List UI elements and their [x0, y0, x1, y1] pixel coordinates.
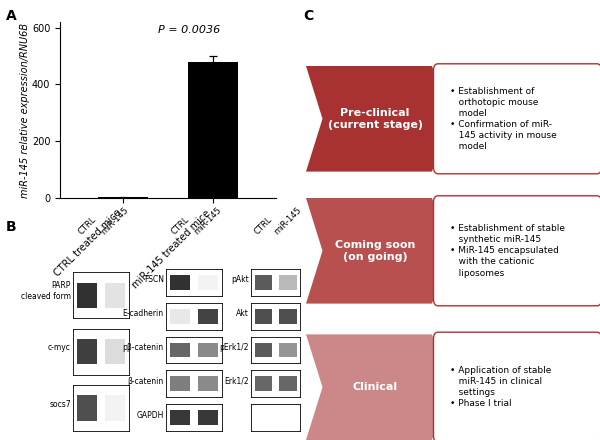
Text: • Establishment of stable
   synthetic miR-145
• MiR-145 encapsulated
   with th: • Establishment of stable synthetic miR-…	[450, 224, 565, 278]
Bar	[188, 62, 238, 198]
Text: Coming soon
(on going): Coming soon (on going)	[335, 240, 415, 262]
Text: miR-145: miR-145	[100, 205, 131, 236]
Text: miR-145: miR-145	[272, 205, 304, 236]
Polygon shape	[306, 198, 450, 304]
Polygon shape	[306, 66, 450, 172]
Text: E-cadherin: E-cadherin	[122, 309, 164, 318]
Text: Clinical: Clinical	[352, 382, 398, 392]
Text: C: C	[303, 9, 313, 23]
FancyBboxPatch shape	[433, 332, 600, 440]
Bar	[77, 282, 97, 308]
Bar	[279, 275, 296, 290]
FancyBboxPatch shape	[433, 64, 600, 174]
Polygon shape	[306, 334, 450, 440]
Text: Akt: Akt	[236, 309, 249, 318]
Bar	[255, 343, 272, 357]
Text: FSCN: FSCN	[144, 275, 164, 284]
Bar	[105, 339, 125, 364]
Text: P = 0.0036: P = 0.0036	[158, 25, 221, 35]
Text: pAkt: pAkt	[231, 275, 249, 284]
Bar	[279, 343, 296, 357]
Bar	[198, 411, 218, 425]
Bar	[198, 377, 218, 391]
Bar	[279, 377, 296, 391]
Text: CTRL: CTRL	[76, 215, 98, 236]
Bar	[170, 275, 190, 290]
Text: PARP
cleaved form: PARP cleaved form	[21, 282, 71, 301]
Bar	[255, 309, 272, 323]
Y-axis label: miR-145 relative expression/RNU6B: miR-145 relative expression/RNU6B	[20, 22, 31, 198]
Text: pβ-catenin: pβ-catenin	[122, 343, 164, 352]
Text: GAPDH: GAPDH	[136, 411, 164, 420]
Text: CTRL: CTRL	[169, 215, 191, 236]
Bar	[170, 377, 190, 391]
Bar	[170, 343, 190, 357]
Text: miR-145: miR-145	[193, 205, 224, 236]
Text: • Establishment of
   orthotopic mouse
   model
• Confirmation of miR-
   145 ac: • Establishment of orthotopic mouse mode…	[450, 87, 557, 151]
Text: B: B	[6, 220, 17, 234]
Text: Pre-clinical
(current stage): Pre-clinical (current stage)	[328, 108, 422, 130]
Bar	[170, 411, 190, 425]
Text: CTRL: CTRL	[253, 215, 274, 236]
Text: β-catenin: β-catenin	[128, 377, 164, 386]
Text: Erk1/2: Erk1/2	[224, 377, 249, 386]
Bar	[105, 282, 125, 308]
Bar	[255, 275, 272, 290]
Text: pErk1/2: pErk1/2	[220, 343, 249, 352]
Text: c-myc: c-myc	[48, 343, 71, 352]
Text: • Application of stable
   miR-145 in clinical
   settings
• Phase I trial: • Application of stable miR-145 in clini…	[450, 366, 551, 408]
Text: A: A	[6, 9, 17, 23]
Bar	[77, 396, 97, 421]
Bar	[105, 396, 125, 421]
Bar	[198, 343, 218, 357]
FancyBboxPatch shape	[433, 196, 600, 306]
Bar	[198, 275, 218, 290]
Bar	[170, 309, 190, 323]
Bar	[255, 377, 272, 391]
Text: socs7: socs7	[49, 400, 71, 409]
Bar	[279, 309, 296, 323]
Bar	[198, 309, 218, 323]
Bar	[77, 339, 97, 364]
